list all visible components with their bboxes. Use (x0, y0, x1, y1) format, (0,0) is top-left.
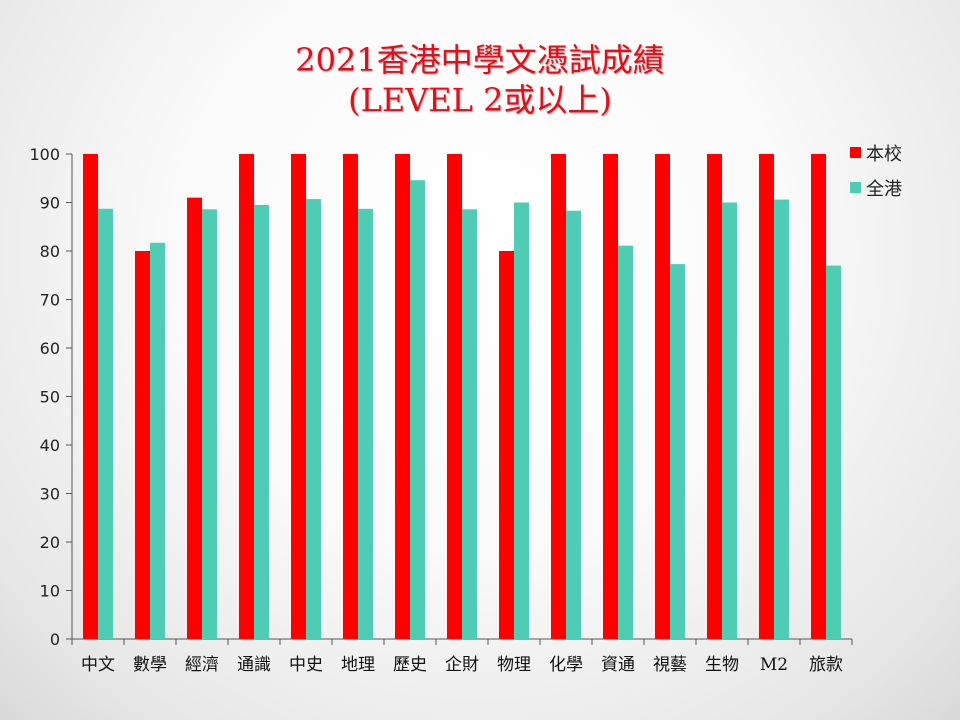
y-tick-label: 20 (40, 533, 60, 552)
legend-swatch (850, 182, 861, 193)
y-tick-label: 60 (40, 339, 60, 358)
category-label: 經濟 (185, 655, 219, 675)
bar-hk (410, 180, 425, 639)
bar-hk (98, 208, 113, 639)
bar-hk (826, 265, 841, 639)
y-tick-label: 30 (40, 485, 60, 504)
y-tick-label: 100 (29, 145, 60, 164)
bar-school (759, 154, 774, 639)
bar-school (499, 251, 514, 639)
bar-hk (358, 208, 373, 639)
category-label: 企財 (445, 655, 479, 675)
y-tick-label: 90 (40, 194, 60, 213)
bar-school (447, 154, 462, 639)
legend-swatch (850, 147, 861, 158)
y-tick-label: 0 (50, 630, 60, 649)
bar-school (707, 154, 722, 639)
bar-school (343, 154, 358, 639)
bar-school (83, 154, 98, 639)
category-label: 中文 (81, 655, 115, 675)
category-label: 生物 (705, 655, 739, 675)
bar-school (291, 154, 306, 639)
category-label: 中史 (289, 655, 323, 675)
category-label: 數學 (133, 655, 167, 675)
category-label: 物理 (497, 655, 531, 675)
legend-label: 本校 (866, 144, 902, 165)
bar-hk (462, 209, 477, 640)
bar-school (239, 154, 254, 639)
category-label: 視藝 (653, 655, 687, 675)
bar-hk (722, 202, 737, 639)
chart-title: 2021香港中學文憑試成績 (295, 41, 665, 79)
bar-hk (566, 210, 581, 639)
category-label: 歷史 (393, 655, 427, 675)
bar-school (603, 154, 618, 639)
category-label: 化學 (549, 655, 583, 675)
bar-school (811, 154, 826, 639)
category-label: 資通 (601, 655, 635, 675)
bar-school (135, 251, 150, 639)
y-tick-label: 40 (40, 436, 60, 455)
bar-hk (618, 245, 633, 640)
bar-hk (150, 242, 165, 639)
bars (83, 154, 841, 640)
bar-school (655, 154, 670, 639)
bar-school (187, 197, 202, 639)
bar-hk (202, 209, 217, 640)
bar-hk (514, 202, 529, 639)
y-tick-label: 80 (40, 242, 60, 261)
bar-hk (306, 199, 321, 640)
chart-title-block: 2021香港中學文憑試成績 (LEVEL 2或以上) (0, 40, 960, 120)
category-label: 地理 (341, 655, 375, 675)
bar-hk (774, 199, 789, 639)
legend-label: 全港 (866, 179, 902, 200)
category-labels: 中文 數學 經濟 通識 中史 地理 歷史 企財 物理 化學 資通 視藝 生物 M2 旅款 (81, 655, 843, 675)
bar-school (551, 154, 566, 639)
y-tick-label: 10 (40, 582, 60, 601)
chart-subtitle: (LEVEL 2或以上) (348, 81, 612, 119)
category-label: 通識 (237, 655, 271, 675)
bar-school (395, 154, 410, 639)
category-label: M2 (760, 655, 788, 675)
y-tick-label: 70 (40, 291, 60, 310)
category-label: 旅款 (809, 655, 843, 675)
bar-hk (670, 264, 685, 639)
bar-hk (254, 204, 269, 640)
y-tick-label: 50 (40, 388, 60, 407)
